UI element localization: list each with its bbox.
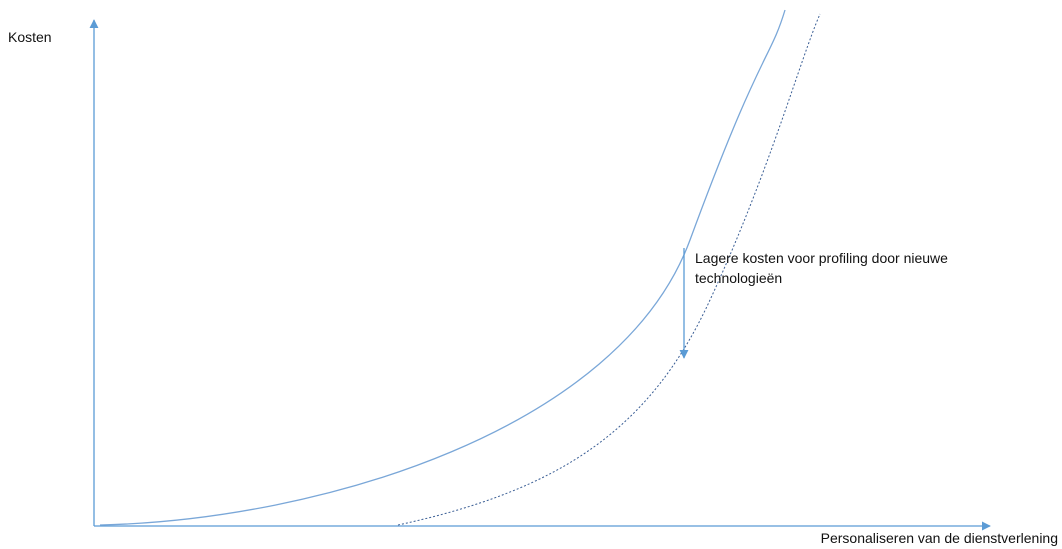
annotation-label: Lagere kosten voor profiling door nieuwe… <box>695 250 948 286</box>
x-axis-label: Personaliseren van de dienstverlening <box>820 530 1058 546</box>
cost-curve-current <box>99 9 786 526</box>
y-axis-label: Kosten <box>8 29 52 45</box>
